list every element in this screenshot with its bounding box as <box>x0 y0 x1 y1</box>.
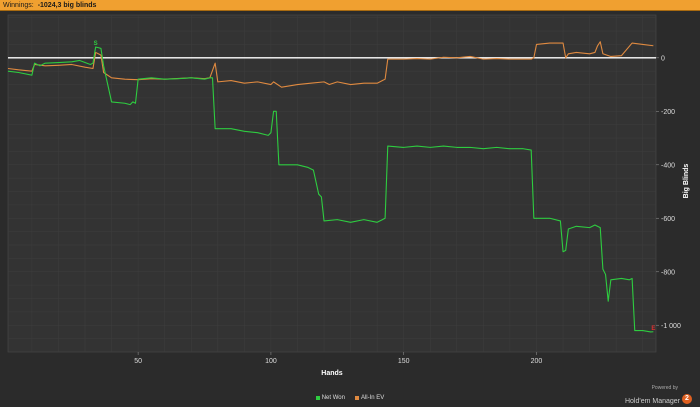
powered-by-text: Powered by <box>651 385 678 391</box>
y-axis-label: Big Blinds <box>683 164 690 199</box>
winnings-value: -1024,3 big blinds <box>37 2 97 9</box>
y-tick-label: -800 <box>661 269 675 276</box>
x-tick-label: 200 <box>531 358 543 365</box>
winnings-label: Winnings: <box>3 2 34 9</box>
legend-swatch-all-in-ev <box>354 396 359 400</box>
x-tick-label: 100 <box>265 358 277 365</box>
y-tick-label: 0 <box>661 55 665 62</box>
marker-e: E <box>651 326 655 332</box>
legend-label-net-won: Net Won <box>321 395 345 401</box>
version-badge-icon: 2 <box>682 393 692 404</box>
tick-labels: 50 100 150 200 0 -200 -400 -600 -800 -1 000 <box>134 55 681 365</box>
series-layer <box>7 41 654 333</box>
y-tick-label: -200 <box>661 109 675 116</box>
y-tick-label: -600 <box>661 216 675 223</box>
brand-logo: Powered by Hold'em Manager 2 <box>625 386 692 407</box>
legend-swatch-net-won <box>315 396 320 400</box>
winnings-header: Winnings: -1024,3 big blinds <box>0 0 700 11</box>
chart-legend: Net Won All-In EV <box>0 393 700 403</box>
legend-item-all-in-ev[interactable]: All-In EV <box>354 395 385 401</box>
y-tick-label: -1 000 <box>661 323 681 330</box>
x-tick-label: 150 <box>398 358 410 365</box>
x-tick-label: 50 <box>134 358 142 365</box>
product-name: Hold'em Manager <box>624 398 680 405</box>
plot-area <box>7 14 657 353</box>
x-axis-label: Hands <box>321 370 343 377</box>
chart-grid <box>7 14 657 353</box>
series-line-all-in-ev <box>7 41 654 88</box>
marker-s: S <box>94 41 98 47</box>
marker-layer: SE <box>94 41 656 332</box>
series-line-net-won <box>7 46 654 333</box>
y-tick-label: -400 <box>661 162 675 169</box>
legend-item-net-won[interactable]: Net Won <box>315 395 345 401</box>
legend-label-all-in-ev: All-In EV <box>360 395 385 401</box>
